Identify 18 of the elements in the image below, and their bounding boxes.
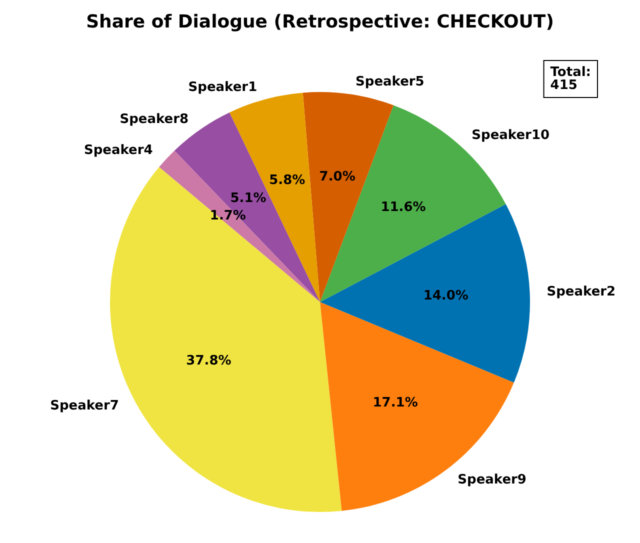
data-label: 37.8% bbox=[186, 354, 232, 369]
slice-label: Speaker1 bbox=[188, 80, 258, 96]
data-label: 11.6% bbox=[380, 200, 426, 215]
data-label: 5.8% bbox=[269, 172, 306, 188]
data-label: 5.1% bbox=[230, 190, 266, 206]
slice-label: Speaker2 bbox=[546, 284, 616, 300]
slice-label: Speaker7 bbox=[50, 398, 119, 414]
slice-label: Speaker10 bbox=[472, 128, 550, 143]
slice-label: Speaker4 bbox=[84, 142, 153, 158]
data-label: 1.7% bbox=[210, 208, 246, 224]
chart-title: Share of Dialogue (Retrospective: CHECKOUT) bbox=[86, 12, 554, 32]
data-label: 17.1% bbox=[372, 396, 418, 411]
text: Total: 415 bbox=[550, 65, 592, 93]
slice-label: Speaker9 bbox=[458, 472, 526, 488]
data-label: 7.0% bbox=[319, 170, 356, 185]
slice-label: Speaker5 bbox=[356, 74, 424, 90]
data-label: 14.0% bbox=[423, 288, 468, 304]
slice-label: Speaker8 bbox=[120, 112, 189, 128]
